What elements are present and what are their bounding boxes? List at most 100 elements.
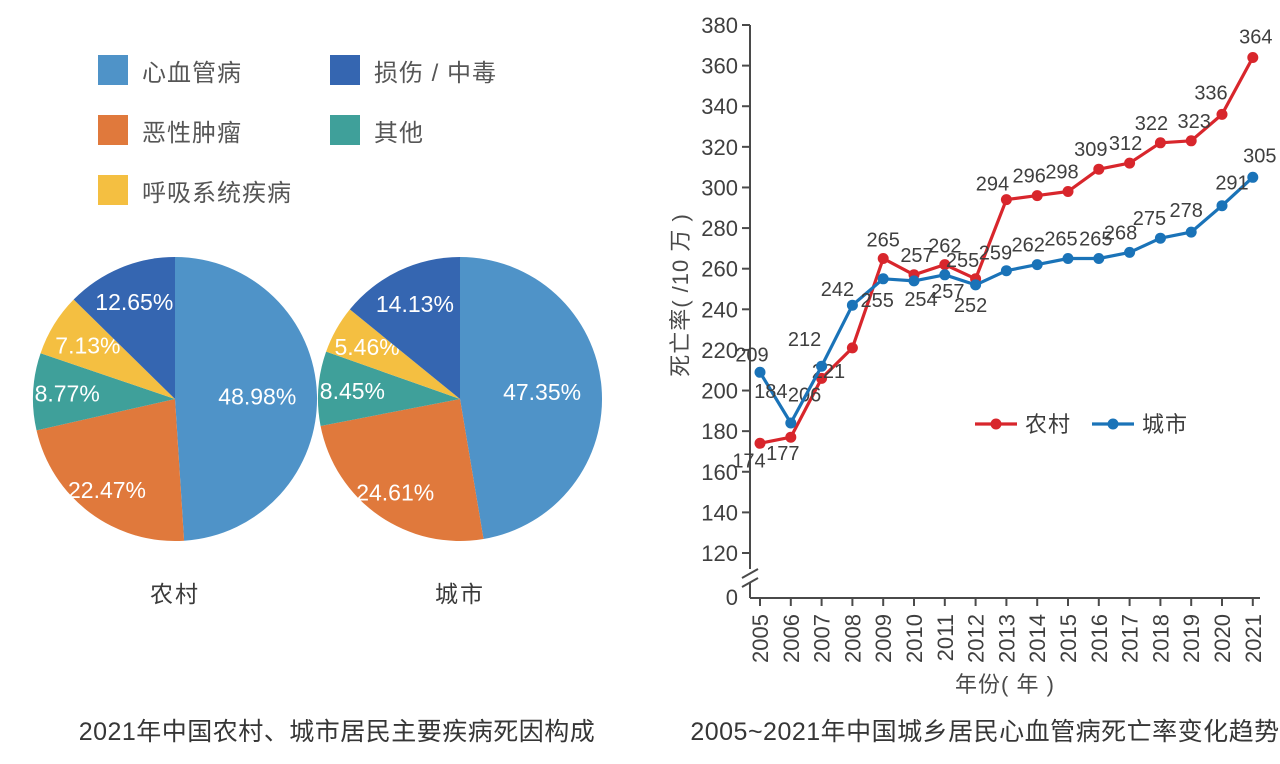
data-point-城市-2019 (1185, 226, 1197, 238)
data-point-label: 312 (1109, 133, 1142, 155)
pie-chart-caption: 2021年中国农村、城市居民主要疾病死因构成 (78, 718, 596, 746)
data-point-农村-2011 (939, 259, 951, 271)
y-axis-title: 死亡率( /10 万 ) (668, 213, 693, 377)
pie-slice-percentage-label: 8.77% (35, 380, 100, 406)
pie-slice-农村-心血管病 (175, 257, 318, 541)
y-tick-label: 240 (701, 297, 738, 322)
x-tick-label: 2020 (1210, 614, 1235, 663)
line-chart-caption: 2005~2021年中国城乡居民心血管病死亡率变化趋势 (690, 718, 1280, 746)
x-tick-label: 2009 (871, 614, 896, 663)
data-point-农村-2009 (877, 253, 889, 264)
data-point-城市-2012 (970, 279, 982, 291)
x-tick-label: 2021 (1241, 614, 1266, 663)
x-tick-label: 2008 (840, 614, 865, 663)
legend-swatch (98, 175, 128, 205)
data-point-label: 291 (1215, 173, 1248, 195)
x-tick-label: 2012 (964, 614, 989, 663)
data-point-label: 212 (788, 329, 821, 351)
pie-group-label: 城市 (435, 581, 485, 607)
legend-label: 恶性肿瘤 (142, 119, 242, 147)
legend-label: 损伤 / 中毒 (374, 59, 498, 87)
data-point-农村-2021 (1247, 52, 1259, 63)
x-tick-label: 2005 (748, 614, 773, 663)
data-point-label: 254 (904, 289, 937, 311)
legend-point-marker (990, 418, 1002, 430)
data-point-农村-2005 (754, 437, 766, 449)
data-point-城市-2015 (1062, 253, 1074, 264)
data-point-label: 257 (900, 245, 933, 267)
y-tick-label: 220 (701, 338, 738, 363)
data-point-label: 323 (1178, 111, 1211, 133)
data-point-城市-2020 (1216, 200, 1228, 212)
data-point-label: 305 (1243, 145, 1276, 167)
x-tick-label: 2010 (902, 614, 927, 663)
data-point-城市-2009 (877, 273, 889, 285)
pie-slice-percentage-label: 48.98% (218, 383, 296, 409)
data-point-label: 265 (1044, 229, 1077, 251)
x-tick-label: 2011 (933, 614, 958, 661)
axes (749, 25, 1260, 599)
data-point-label: 322 (1135, 113, 1168, 135)
data-point-label: 255 (861, 290, 894, 312)
y-axis-break-icon (741, 568, 759, 588)
data-point-农村-2014 (1031, 190, 1043, 202)
data-point-城市-2006 (785, 417, 797, 429)
x-tick-label: 2015 (1056, 614, 1081, 663)
data-point-农村-2019 (1185, 135, 1197, 147)
pie-slice-城市-损伤 / 中毒 (349, 257, 460, 399)
data-point-城市-2010 (908, 275, 920, 287)
legend-item: 损伤 / 中毒 (330, 54, 562, 87)
data-point-城市-2005 (754, 366, 766, 378)
data-point-label: 294 (976, 174, 1009, 196)
data-point-label: 255 (946, 250, 979, 272)
pie-slice-农村-呼吸系统疾病 (40, 299, 175, 399)
data-point-农村-2007 (816, 372, 828, 384)
data-point-城市-2013 (1000, 265, 1012, 277)
data-point-label: 184 (754, 381, 787, 403)
pie-slice-城市-其他 (318, 351, 460, 426)
legend-column: 损伤 / 中毒其他 (330, 54, 562, 234)
data-point-label: 262 (1012, 235, 1045, 257)
pie-slice-城市-心血管病 (460, 257, 603, 540)
y-tick-label: 140 (701, 500, 738, 525)
data-point-农村-2006 (785, 431, 797, 443)
pie-legend: 心血管病 恶性肿瘤 呼吸系统疾病 损伤 / 中毒 其他 (98, 54, 562, 234)
pie-slice-percentage-label: 12.65% (95, 289, 173, 315)
data-point-农村-2013 (1000, 194, 1012, 206)
data-point-label: 278 (1170, 200, 1203, 222)
data-point-农村-2018 (1154, 137, 1166, 149)
data-point-城市-2016 (1093, 253, 1105, 264)
legend-item: 其他 (330, 114, 562, 147)
data-point-农村-2020 (1216, 108, 1228, 120)
data-point-label: 364 (1239, 27, 1272, 49)
line-legend-label: 农村 (1025, 412, 1071, 437)
pie-slice-percentage-label: 8.45% (320, 378, 385, 404)
y-tick-label: 120 (701, 541, 738, 566)
legend-swatch (330, 115, 360, 145)
data-point-label: 257 (931, 281, 964, 303)
y-tick-label: 160 (701, 460, 738, 485)
data-point-label: 265 (867, 230, 900, 252)
data-point-label: 298 (1045, 162, 1078, 184)
x-tick-label: 2006 (779, 614, 804, 663)
y-tick-label: 200 (701, 379, 738, 404)
line-chart-panel: 120 140 160 180 200 220 240 260 280 300 320 340 360 3… (660, 0, 1280, 764)
y-origin-label: 0 (726, 585, 738, 610)
x-tick-label: 2013 (994, 614, 1019, 663)
data-point-城市-2008 (846, 299, 858, 311)
data-point-label: 268 (1104, 222, 1137, 244)
data-point-城市-2007 (816, 360, 828, 372)
pie-slice-percentage-label: 22.47% (68, 477, 146, 503)
line-chart: 120 140 160 180 200 220 240 260 280 300 320 340 360 3… (668, 13, 1276, 697)
y-tick-label: 360 (701, 54, 738, 79)
data-point-label: 242 (821, 279, 854, 301)
y-tick-label: 260 (701, 257, 738, 282)
legend-swatch (330, 55, 360, 85)
legend-item: 心血管病 (98, 54, 330, 87)
x-tick-label: 2018 (1148, 614, 1173, 663)
data-point-label: 336 (1194, 82, 1227, 104)
pie-slice-城市-呼吸系统疾病 (326, 309, 460, 399)
y-tick-label: 180 (701, 419, 738, 444)
pie-slice-农村-恶性肿瘤 (36, 399, 185, 542)
